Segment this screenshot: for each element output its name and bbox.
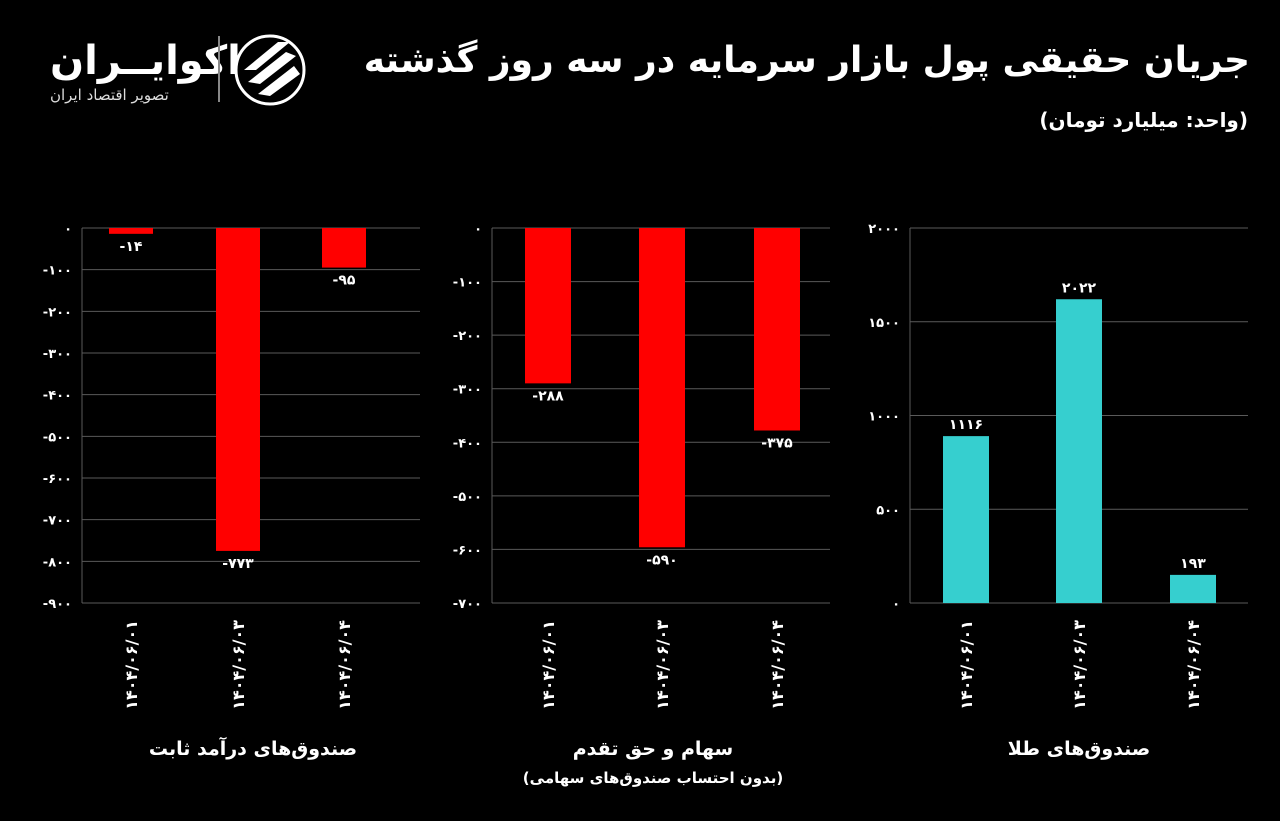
x-tick-label: ۱۴۰۴/۰۶/۰۳ [653, 620, 672, 710]
y-tick-label: -۲۰۰ [453, 329, 482, 344]
chart-title-stocks: سهام و حق تقدم [572, 738, 734, 760]
bar [639, 228, 685, 548]
chart-title-fixed-income-funds: صندوق‌های درآمد ثابت [148, 738, 358, 760]
bar [1056, 299, 1102, 603]
data-label: -۲۸۸ [532, 388, 564, 404]
y-tick-label: ۵۰۰ [876, 503, 900, 518]
logo-name: اکوایــران [50, 38, 241, 84]
y-tick-label: -۶۰۰ [453, 543, 482, 558]
chart-title-gold-funds: صندوق‌های طلا [1007, 738, 1151, 760]
y-tick-label: -۲۰۰ [43, 305, 72, 320]
data-label: ۲۰۲۲ [1062, 280, 1097, 296]
y-tick-label: -۴۰۰ [453, 436, 482, 451]
x-tick-label: ۱۴۰۴/۰۶/۰۱ [539, 620, 558, 710]
y-tick-label: -۹۰۰ [43, 597, 72, 612]
y-tick-label: ۰ [64, 222, 72, 237]
y-tick-label: -۳۰۰ [453, 383, 482, 398]
y-tick-label: -۱۰۰ [453, 276, 482, 291]
y-tick-label: -۳۰۰ [43, 347, 72, 362]
chart-subtitle-stocks: (بدون احتساب صندوق‌های سهامی) [522, 769, 784, 787]
y-tick-label: -۵۰۰ [453, 490, 482, 505]
y-tick-label: -۶۰۰ [43, 472, 72, 487]
y-tick-label: ۲۰۰۰ [868, 222, 900, 237]
bar [322, 228, 366, 268]
data-label: -۷۷۳ [222, 556, 254, 572]
logo: اکوایــران تصویر اقتصاد ایران [48, 30, 318, 110]
y-tick-label: -۱۰۰ [43, 264, 72, 279]
bar [525, 228, 571, 384]
bar [754, 228, 800, 431]
logo-divider [218, 36, 220, 102]
y-tick-label: ۰ [474, 222, 482, 237]
bar [1170, 574, 1216, 603]
x-tick-label: ۱۴۰۴/۰۶/۰۱ [957, 620, 976, 710]
x-tick-label: ۱۴۰۴/۰۶/۰۱ [122, 620, 141, 710]
bar [943, 436, 989, 603]
data-label: -۱۴ [120, 239, 143, 255]
y-tick-label: -۷۰۰ [453, 597, 482, 612]
x-tick-label: ۱۴۰۴/۰۶/۰۴ [1184, 620, 1203, 710]
page-title: جریان حقیقی پول بازار سرمایه در سه روز گ… [363, 40, 1250, 81]
y-tick-label: -۴۰۰ [43, 389, 72, 404]
logo-tagline: تصویر اقتصاد ایران [50, 86, 169, 104]
y-tick-label: -۸۰۰ [43, 555, 72, 570]
x-tick-label: ۱۴۰۴/۰۶/۰۴ [768, 620, 787, 710]
y-tick-label: ۱۵۰۰ [868, 316, 900, 331]
bar [109, 228, 153, 234]
bar [216, 228, 260, 551]
data-label: ۱۹۳ [1180, 556, 1206, 572]
x-tick-label: ۱۴۰۴/۰۶/۰۳ [1070, 620, 1089, 710]
ekoiran-logo-icon [234, 34, 306, 106]
data-label: -۵۹۰ [646, 552, 677, 568]
y-tick-label: ۰ [892, 597, 900, 612]
x-tick-label: ۱۴۰۴/۰۶/۰۴ [335, 620, 354, 710]
y-tick-label: -۵۰۰ [43, 430, 72, 445]
x-tick-label: ۱۴۰۴/۰۶/۰۳ [229, 620, 248, 710]
data-label: ۱۱۱۶ [949, 417, 983, 433]
data-label: -۹۵ [333, 273, 356, 289]
data-label: -۳۷۵ [761, 436, 793, 452]
y-tick-label: ۱۰۰۰ [868, 410, 900, 425]
unit-label: (واحد: میلیارد تومان) [1039, 108, 1248, 132]
y-tick-label: -۷۰۰ [43, 514, 72, 529]
